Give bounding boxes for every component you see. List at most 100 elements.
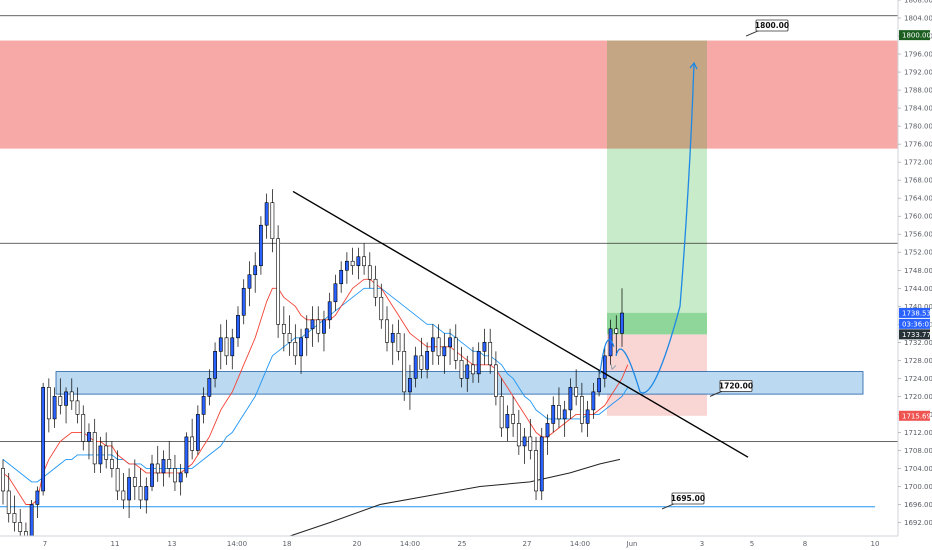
candle[interactable] [6,472,11,523]
price-callout[interactable]: 1695.00 [661,492,705,510]
candle[interactable] [69,378,74,410]
candle[interactable] [104,432,109,469]
candle[interactable] [505,405,510,442]
price-callout[interactable]: 1800.00 [745,19,789,37]
candle[interactable] [413,346,418,388]
candle[interactable] [121,472,126,509]
candle[interactable] [356,247,361,280]
candle[interactable] [499,378,504,437]
candle[interactable] [425,342,430,379]
tag-target-price[interactable]: 1800.00 [899,30,931,41]
candle[interactable] [167,441,172,478]
candle[interactable] [494,351,498,406]
candle[interactable] [557,387,561,428]
candle[interactable] [293,324,298,365]
candle[interactable] [562,400,567,437]
candle[interactable] [373,265,378,307]
candle[interactable] [195,405,200,455]
candle[interactable] [18,508,23,541]
candle[interactable] [299,328,303,374]
candle[interactable] [488,328,493,374]
candle[interactable] [482,328,487,365]
candle[interactable] [241,279,246,325]
candle[interactable] [98,436,103,473]
candle[interactable] [190,418,195,460]
candle[interactable] [430,324,435,365]
candle[interactable] [471,346,475,383]
candle[interactable] [29,499,34,541]
candle[interactable] [247,261,252,307]
candle[interactable] [236,306,240,347]
candle[interactable] [264,193,269,239]
candle[interactable] [132,459,137,500]
candle[interactable] [419,337,424,379]
candle[interactable] [127,468,131,518]
candle[interactable] [87,423,91,460]
candle[interactable] [224,319,229,365]
candle[interactable] [402,333,407,401]
candle[interactable] [568,378,573,419]
candle[interactable] [579,382,584,433]
price-axis[interactable] [898,0,932,550]
candle[interactable] [64,387,68,424]
candle[interactable] [465,355,470,392]
candle[interactable] [58,378,63,415]
candle[interactable] [591,382,596,419]
tag-entry-price[interactable]: 1733.77 [899,329,931,340]
candle[interactable] [574,369,579,406]
candle[interactable] [207,369,212,406]
candle[interactable] [259,216,263,275]
candle[interactable] [367,252,372,289]
price-callout[interactable]: 1720.00 [709,379,753,397]
time-axis[interactable] [0,536,898,550]
candle[interactable] [1,459,5,505]
candle[interactable] [253,252,258,293]
candle[interactable] [161,450,166,487]
candle[interactable] [396,319,401,361]
candle[interactable] [585,400,590,437]
candle[interactable] [534,436,538,500]
candle[interactable] [184,432,189,478]
candle[interactable] [316,306,321,343]
candle[interactable] [597,369,601,397]
candle[interactable] [81,405,86,451]
candle[interactable] [453,324,458,370]
candle[interactable] [270,189,275,253]
candle[interactable] [350,247,355,275]
candle[interactable] [448,328,452,365]
candle[interactable] [436,324,441,365]
candle[interactable] [602,346,607,388]
candle[interactable] [385,306,389,352]
projection-path[interactable] [615,63,695,394]
candle[interactable] [173,454,177,491]
candle[interactable] [539,427,544,500]
candle[interactable] [109,441,114,478]
candle[interactable] [362,243,366,275]
candle[interactable] [304,315,309,356]
demand-zone[interactable] [55,371,864,395]
candle[interactable] [230,328,235,370]
candle[interactable] [92,418,97,473]
candle[interactable] [155,445,160,482]
candle[interactable] [138,468,143,509]
tag-stop-price[interactable]: 1715.69 [899,410,931,421]
candle[interactable] [476,342,481,383]
candle[interactable] [310,306,315,347]
candle[interactable] [213,342,217,388]
candle[interactable] [522,427,527,464]
candle[interactable] [322,310,326,352]
candle[interactable] [379,283,384,329]
candle[interactable] [614,315,619,356]
candle[interactable] [276,225,281,338]
candle[interactable] [41,382,46,496]
candle[interactable] [115,450,120,500]
candle[interactable] [344,252,349,284]
tag-countdown[interactable]: 03:36:02 [899,318,932,329]
candle[interactable] [287,315,292,356]
candle[interactable] [620,288,624,347]
candle[interactable] [144,477,149,514]
candle[interactable] [52,387,57,428]
candle[interactable] [551,396,556,433]
